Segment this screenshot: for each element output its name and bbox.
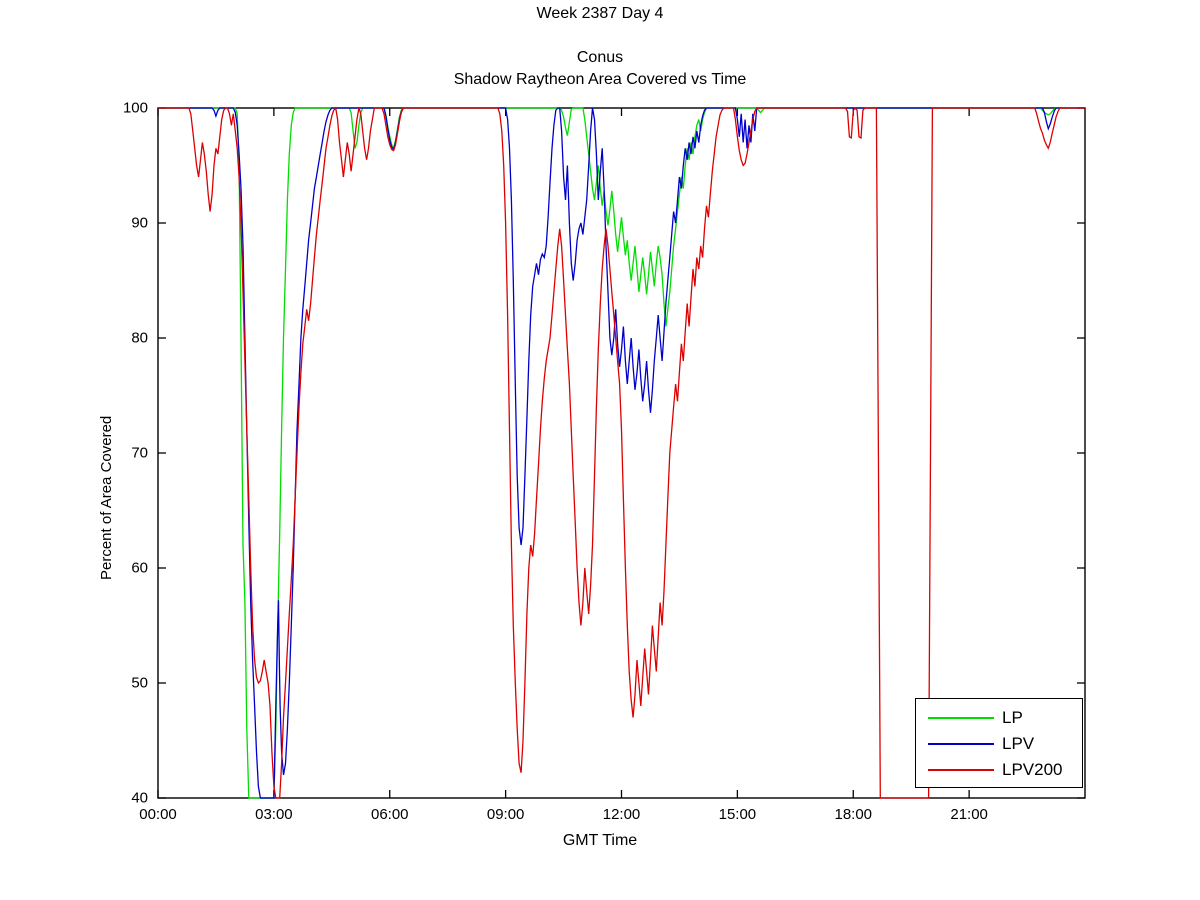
series-line-lp [158, 107, 1085, 799]
figure-suptitle: Week 2387 Day 4 [536, 5, 664, 22]
legend-item-0[interactable]: LP [916, 705, 1084, 731]
legend-swatch-0 [928, 717, 994, 719]
legend-label-1: LPV [1002, 734, 1035, 753]
x-tick-label-3: 09:00 [486, 806, 525, 823]
x-tick-label-1: 03:00 [255, 806, 293, 823]
y-tick-label-3: 70 [131, 444, 148, 462]
x-tick-label-5: 15:00 [718, 806, 757, 823]
x-axis-label: GMT Time [562, 832, 638, 849]
y-tick-label-0: 40 [131, 789, 148, 807]
x-tick-label-6: 18:00 [834, 806, 873, 823]
legend-label-2: LPV200 [1002, 760, 1063, 779]
y-tick-label-1: 50 [131, 674, 148, 692]
legend-swatch-2 [928, 769, 994, 771]
y-tick-label-2: 60 [131, 559, 148, 577]
legend-label-0: LP [1002, 708, 1023, 727]
x-tick-label-4: 12:00 [602, 806, 641, 823]
legend-swatch-1 [928, 743, 994, 745]
y-tick-label-6: 100 [122, 99, 148, 117]
chart-title: Conus Shadow Raytheon Area Covered vs Ti… [0, 47, 1200, 91]
chart-legend: LP LPV LPV200 [915, 698, 1083, 788]
y-tick-label-4: 80 [131, 329, 148, 347]
x-tick-label-0: 00:00 [139, 806, 177, 823]
chart-title-line-1: Conus [576, 49, 624, 66]
x-tick-label-7: 21:00 [950, 806, 988, 823]
y-tick-label-5: 90 [131, 214, 148, 232]
x-tick-label-2: 06:00 [370, 806, 409, 823]
legend-item-2[interactable]: LPV200 [916, 757, 1084, 783]
legend-item-1[interactable]: LPV [916, 731, 1084, 757]
series-line-lpv200 [158, 106, 1085, 799]
chart-title-line-2: Shadow Raytheon Area Covered vs Time [453, 71, 747, 88]
